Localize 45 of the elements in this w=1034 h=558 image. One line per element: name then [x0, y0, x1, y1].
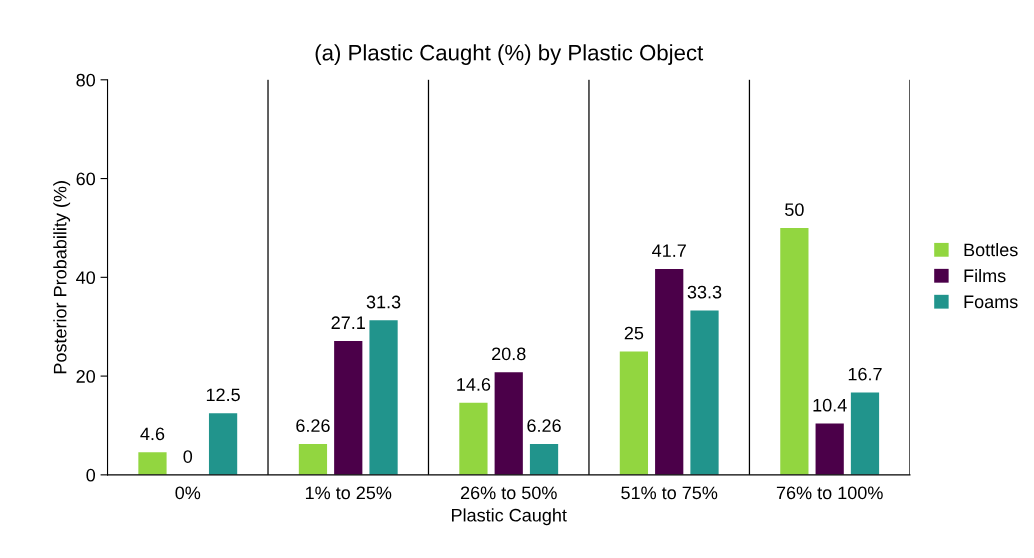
bar: [690, 310, 719, 475]
x-tick-label: 0%: [175, 486, 201, 500]
bar: [619, 351, 649, 475]
data-label: 4.6: [140, 427, 165, 441]
bar: [459, 402, 488, 475]
data-label: 31.3: [366, 295, 401, 309]
data-label: 20.8: [492, 347, 526, 361]
bar: [780, 227, 809, 475]
data-label: 6.26: [527, 419, 561, 433]
data-label: 12.5: [206, 388, 240, 402]
data-label: 14.6: [457, 378, 491, 391]
y-tick-label: 60: [76, 172, 96, 186]
data-label: 6.26: [296, 419, 330, 433]
x-tick-label: 1% to 25%: [305, 486, 392, 500]
data-label: 27.1: [331, 316, 365, 329]
y-tick-label: 20: [76, 370, 96, 383]
y-axis-title: Posterior Probability (%): [53, 181, 71, 374]
data-label: 10.4: [813, 398, 847, 412]
y-tick-label: 0: [86, 468, 96, 482]
bar: [138, 452, 167, 475]
bar: [369, 320, 398, 475]
x-tick-label: 26% to 50%: [460, 486, 557, 500]
x-tick-label: 76% to 100%: [776, 486, 883, 500]
bar: [655, 268, 684, 475]
y-tick-label: 40: [76, 271, 96, 285]
bar: [494, 372, 523, 475]
data-label: 16.7: [848, 367, 882, 381]
data-label: 0: [183, 450, 193, 463]
x-tick-label: 51% to 75%: [621, 486, 718, 500]
legend-label: Films: [964, 268, 1006, 283]
data-label: 50: [785, 203, 804, 217]
bar: [208, 413, 238, 475]
y-tick-label: 80: [76, 73, 96, 87]
data-label: 25: [624, 326, 644, 340]
data-label: 41.7: [652, 244, 686, 257]
x-axis-title: Plastic Caught: [452, 508, 567, 526]
bar: [815, 423, 844, 475]
bar: [298, 443, 328, 475]
data-label: 33.3: [687, 285, 722, 299]
bar: [529, 443, 559, 475]
bar: [334, 341, 363, 475]
legend-label: Bottles: [964, 243, 1018, 257]
chart-title: (a) Plastic Caught (%) by Plastic Object: [315, 44, 704, 65]
legend-label: Foams: [964, 295, 1018, 309]
bar: [850, 392, 880, 475]
